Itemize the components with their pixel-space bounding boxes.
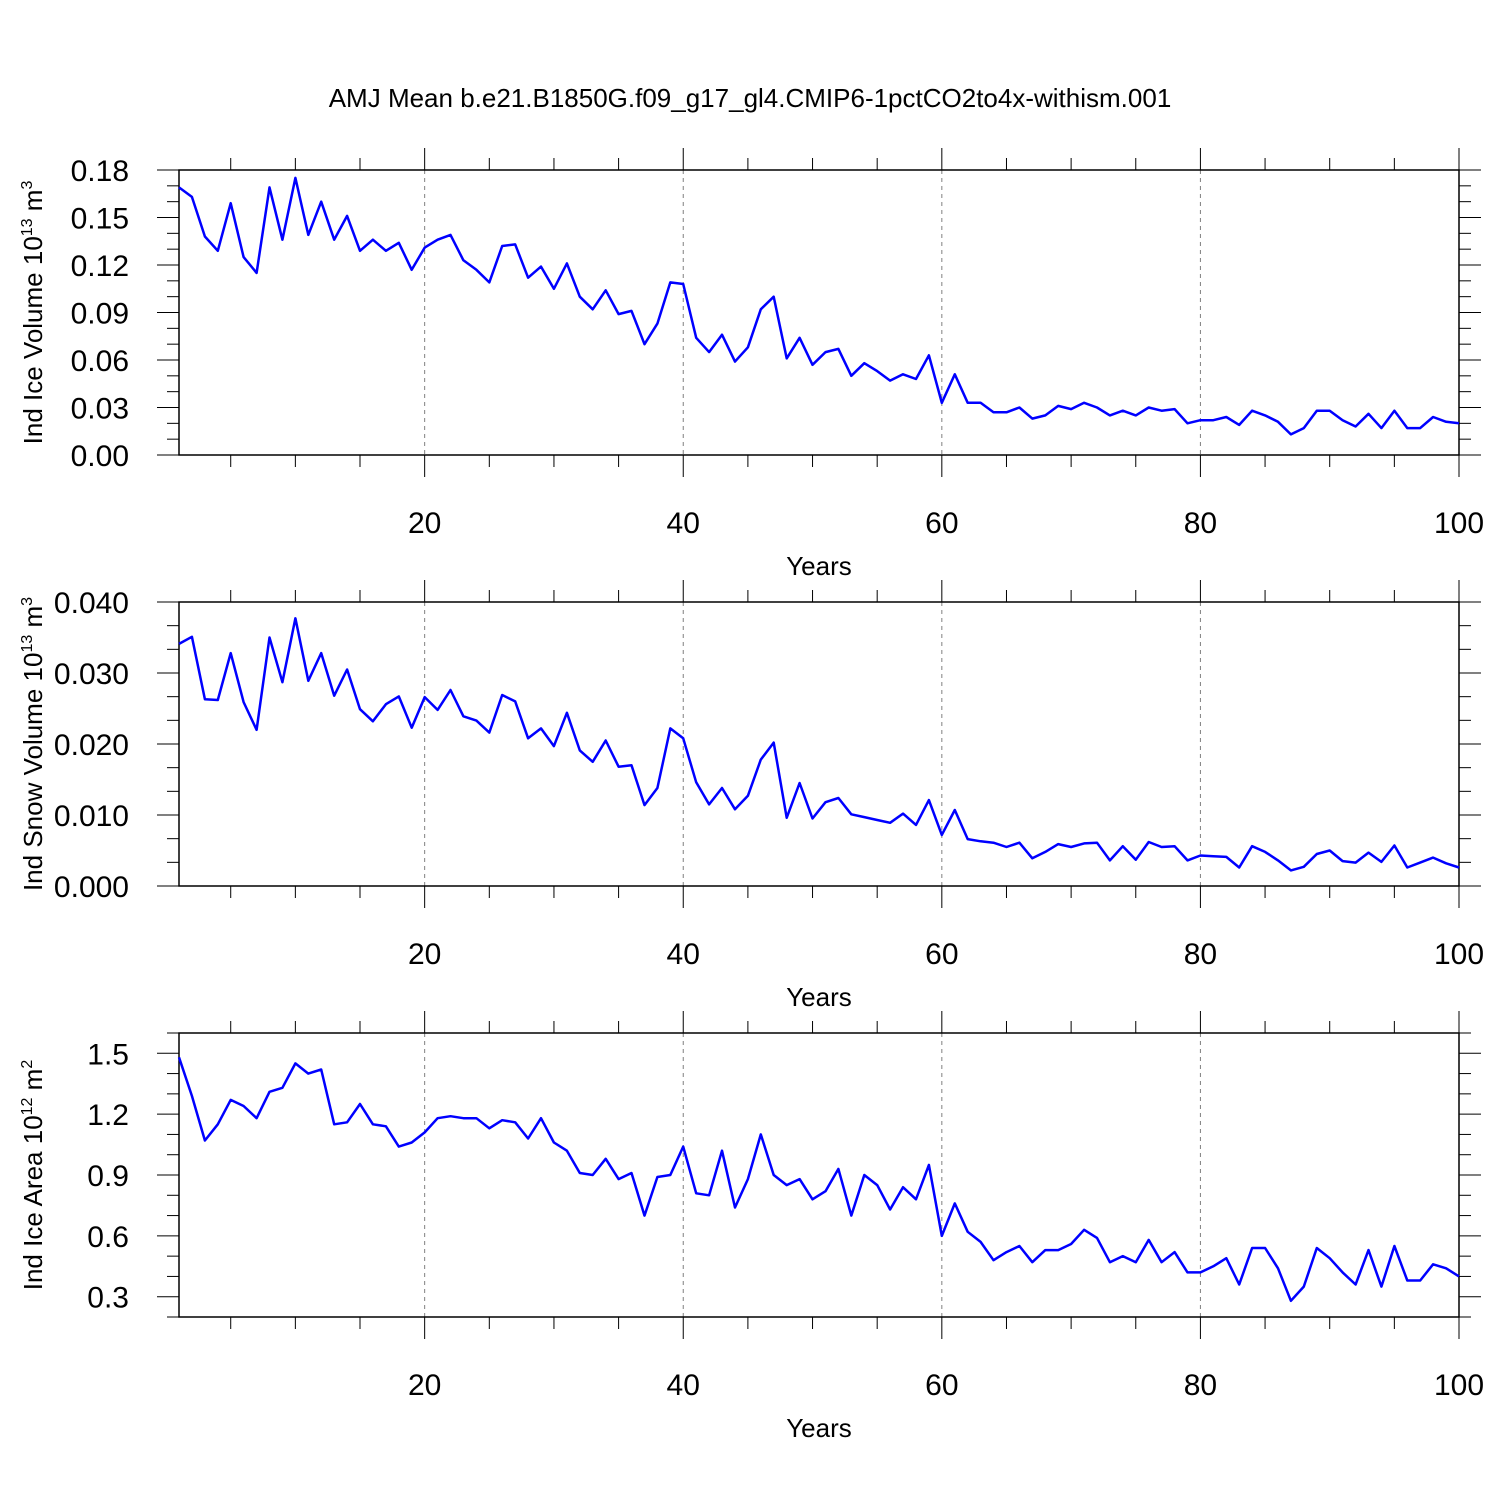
x-axis-label: Years bbox=[786, 982, 852, 1012]
y-axis-label: Ind Ice Area 1012 m2 bbox=[18, 1060, 48, 1291]
y-tick-label: 0.000 bbox=[54, 871, 129, 904]
y-tick-label: 0.010 bbox=[54, 800, 129, 833]
chart-panel-3: 20 40 60 80 100 Years 0.3 0.6 0.9 1.2 1.5 Ind Ice A… bbox=[18, 1011, 1484, 1443]
y-axis-label-part: m bbox=[18, 606, 48, 635]
x-tick-label: 40 bbox=[667, 1369, 700, 1402]
y-axis-label-part: Ind Ice Volume 10 bbox=[18, 236, 48, 444]
series-line bbox=[178, 176, 1460, 436]
y-tick-label: 0.09 bbox=[71, 298, 129, 331]
panels: 20 40 60 80 100 Years 0.00 0.03 0.06 0.09 0.12 0.15… bbox=[18, 148, 1484, 1443]
plot-frame bbox=[178, 1032, 1460, 1318]
chart-panel-1: 20 40 60 80 100 Years 0.00 0.03 0.06 0.09 0.12 0.15… bbox=[18, 148, 1484, 581]
x-tick-label: 60 bbox=[925, 507, 958, 540]
figure-title: AMJ Mean b.e21.B1850G.f09_g17_gl4.CMIP6-… bbox=[329, 83, 1172, 113]
x-tick-label: 100 bbox=[1434, 507, 1484, 540]
y-tick-label: 0.00 bbox=[71, 440, 129, 473]
y-axis-label-superscript: 3 bbox=[19, 597, 36, 606]
plot-frame bbox=[178, 169, 1460, 456]
y-axis-label: Ind Snow Volume 1013 m3 bbox=[18, 597, 48, 891]
x-tick-label: 20 bbox=[408, 1369, 441, 1402]
y-axis-label-part: m bbox=[18, 1069, 48, 1098]
x-tick-label: 100 bbox=[1434, 938, 1484, 971]
y-tick-label: 1.2 bbox=[87, 1099, 129, 1132]
x-tick-label: 40 bbox=[667, 507, 700, 540]
x-tick-label: 80 bbox=[1184, 938, 1217, 971]
y-tick-label: 0.040 bbox=[54, 587, 129, 620]
y-axis-label-superscript: 3 bbox=[19, 181, 36, 190]
y-tick-label: 0.3 bbox=[87, 1282, 129, 1315]
y-tick-label: 0.06 bbox=[71, 345, 129, 378]
y-tick-label: 0.15 bbox=[71, 203, 129, 236]
y-tick-label: 0.18 bbox=[71, 155, 129, 188]
x-axis-label: Years bbox=[786, 1413, 852, 1443]
x-tick-label: 60 bbox=[925, 1369, 958, 1402]
y-axis-label-superscript: 2 bbox=[19, 1060, 36, 1069]
x-tick-label: 20 bbox=[408, 507, 441, 540]
x-tick-label: 60 bbox=[925, 938, 958, 971]
y-axis-label-part: Ind Snow Volume 10 bbox=[18, 653, 48, 892]
plot-frame bbox=[178, 601, 1460, 887]
x-tick-label: 20 bbox=[408, 938, 441, 971]
y-tick-label: 0.6 bbox=[87, 1221, 129, 1254]
y-axis-label-superscript: 13 bbox=[19, 635, 36, 653]
y-axis-label-superscript: 12 bbox=[19, 1097, 36, 1115]
x-tick-label: 40 bbox=[667, 938, 700, 971]
y-tick-label: 0.12 bbox=[71, 250, 129, 283]
x-tick-label: 80 bbox=[1184, 1369, 1217, 1402]
y-tick-label: 0.9 bbox=[87, 1160, 129, 1193]
y-tick-label: 0.020 bbox=[54, 729, 129, 762]
series-line bbox=[177, 1056, 1460, 1303]
y-axis-label-part: m bbox=[18, 190, 48, 219]
chart-panel-2: 20 40 60 80 100 Years 0.000 0.010 0.020 0.030 0.04… bbox=[18, 580, 1484, 1012]
y-axis-label-superscript: 13 bbox=[19, 218, 36, 236]
y-axis-label: Ind Ice Volume 1013 m3 bbox=[18, 181, 48, 445]
x-axis-label: Years bbox=[786, 551, 852, 581]
series-line bbox=[178, 617, 1460, 872]
y-tick-label: 0.03 bbox=[71, 393, 129, 426]
x-tick-label: 100 bbox=[1434, 1369, 1484, 1402]
y-tick-label: 0.030 bbox=[54, 658, 129, 691]
x-tick-label: 80 bbox=[1184, 507, 1217, 540]
y-tick-label: 1.5 bbox=[87, 1038, 129, 1071]
y-axis-label-part: Ind Ice Area 10 bbox=[18, 1115, 48, 1290]
